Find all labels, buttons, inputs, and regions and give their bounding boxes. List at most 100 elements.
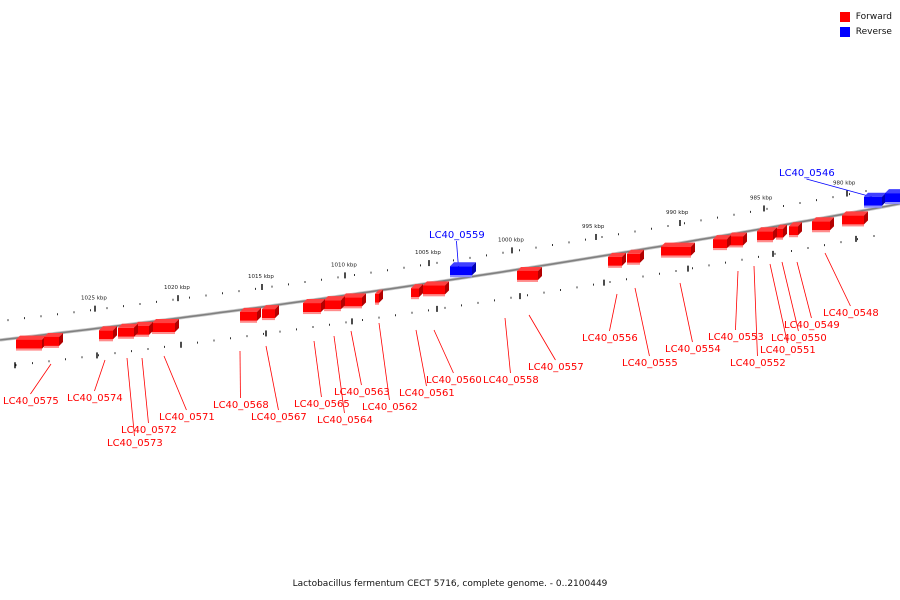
gene-label: LC40_0561 (399, 388, 455, 399)
gene-glyph (812, 221, 830, 231)
gene-glyph-top (627, 249, 644, 254)
tick-label: 1015 kbp (248, 274, 274, 280)
gene-leader-line (126, 357, 135, 437)
gene-glyph-top (342, 293, 366, 298)
gene-label: LC40_0548 (823, 308, 879, 319)
gene-glyph-shadow (885, 202, 900, 205)
gene-glyph-top (262, 305, 279, 310)
gene-glyph-top (16, 335, 46, 340)
gene-glyph (776, 228, 783, 238)
gene-label: LC40_0565 (294, 399, 350, 410)
gene-glyph (842, 215, 864, 225)
legend-label-reverse: Reverse (855, 26, 892, 37)
gene-glyph-top (713, 235, 731, 240)
gene-glyph-side (149, 321, 153, 335)
gene-glyph-top (776, 224, 787, 229)
gene-glyph-side (113, 326, 117, 340)
gene-label: LC40_0564 (317, 415, 373, 426)
gene-glyph-shadow (342, 306, 362, 309)
gene-glyph (303, 303, 321, 313)
gene-glyph (16, 339, 42, 349)
gene-leader-line (350, 330, 362, 386)
forward-swatch (839, 11, 850, 22)
gene-glyph (240, 311, 257, 321)
gene-leader-line (735, 270, 739, 331)
tick-label: 1025 kbp (81, 296, 107, 302)
gene-glyph-side (379, 289, 383, 303)
gene-glyph-shadow (608, 265, 622, 268)
gene-leader-line (30, 363, 52, 395)
gene-glyph-shadow (812, 230, 830, 233)
gene-glyph-top (864, 192, 886, 197)
gene-label: LC40_0557 (528, 362, 584, 373)
gene-glyph (885, 193, 900, 203)
gene-glyph-top (240, 307, 261, 312)
gene-glyph-shadow (789, 235, 798, 238)
gene-glyph (608, 256, 622, 266)
legend: Forward Reverse (839, 9, 892, 39)
gene-glyph-top (134, 321, 153, 326)
gene-glyph-side (640, 249, 644, 263)
tick-label: 995 kbp (582, 224, 605, 230)
gene-label: LC40_0575 (3, 396, 59, 407)
gene-glyph-side (134, 323, 138, 337)
gene-glyph-top (152, 319, 179, 324)
tick-label: 985 kbp (750, 195, 773, 201)
gene-glyph (262, 309, 275, 319)
gene-glyph-side (59, 332, 63, 346)
gene-glyph-shadow (324, 309, 341, 312)
gene-glyph-side (175, 319, 179, 333)
gene-label: LC40_0567 (251, 412, 307, 423)
gene-glyph-shadow (776, 237, 783, 240)
gene-leader-line (265, 345, 279, 411)
reverse-swatch (839, 26, 850, 37)
gene-glyph-top (728, 232, 747, 237)
tick-label: 1005 kbp (415, 250, 441, 256)
gene-glyph-top (303, 299, 325, 304)
gene-glyph-top (885, 189, 900, 194)
gene-leader-line (679, 282, 693, 343)
gene-glyph-side (445, 281, 449, 295)
legend-label-forward: Forward (855, 11, 892, 22)
gene-leader-line (609, 293, 618, 332)
gene-glyph-top (423, 281, 449, 286)
gene-label: LC40_0546 (779, 168, 835, 179)
gene-label: LC40_0572 (121, 425, 177, 436)
gene-leader-line (94, 359, 106, 392)
gene-label: LC40_0559 (429, 230, 485, 241)
gene-glyph (627, 253, 640, 263)
gene-glyph-top (99, 326, 117, 331)
gene-glyph-shadow (99, 339, 113, 342)
gene-glyph-top (842, 211, 868, 216)
gene-glyph-shadow (450, 275, 472, 278)
gene-glyph-top (44, 332, 63, 337)
gene-leader-line (415, 329, 427, 387)
gene-glyph-top (757, 227, 777, 232)
tick-label: 1000 kbp (498, 237, 524, 243)
gene-leader-line (378, 322, 390, 401)
gene-glyph (728, 236, 743, 246)
gene-glyph-shadow (375, 302, 379, 305)
gene-glyph (713, 239, 727, 249)
gene-glyph (99, 330, 113, 340)
gene-leader-line (528, 314, 556, 361)
gene-glyph-top (324, 296, 345, 301)
gene-leader-line (313, 340, 322, 398)
gene-glyph (152, 323, 175, 333)
tick-label: 1020 kbp (164, 285, 190, 291)
tick-label: 990 kbp (666, 210, 689, 216)
genome-caption: Lactobacillus fermentum CECT 5716, compl… (292, 579, 608, 589)
gene-glyph-top (118, 323, 138, 328)
gene-glyph-side (864, 211, 868, 225)
gene-glyph-side (257, 307, 261, 321)
gene-glyph (324, 300, 341, 310)
gene-glyph-side (538, 266, 542, 280)
gene-leader-line (433, 329, 454, 374)
gene-label: LC40_0551 (760, 345, 816, 356)
gene-glyph-side (472, 262, 476, 276)
gene-leader-line (163, 355, 187, 411)
gene-glyph-shadow (152, 332, 175, 335)
gene-label: LC40_0571 (159, 412, 215, 423)
gene-glyph-top (608, 252, 626, 257)
gene-label: LC40_0550 (771, 333, 827, 344)
